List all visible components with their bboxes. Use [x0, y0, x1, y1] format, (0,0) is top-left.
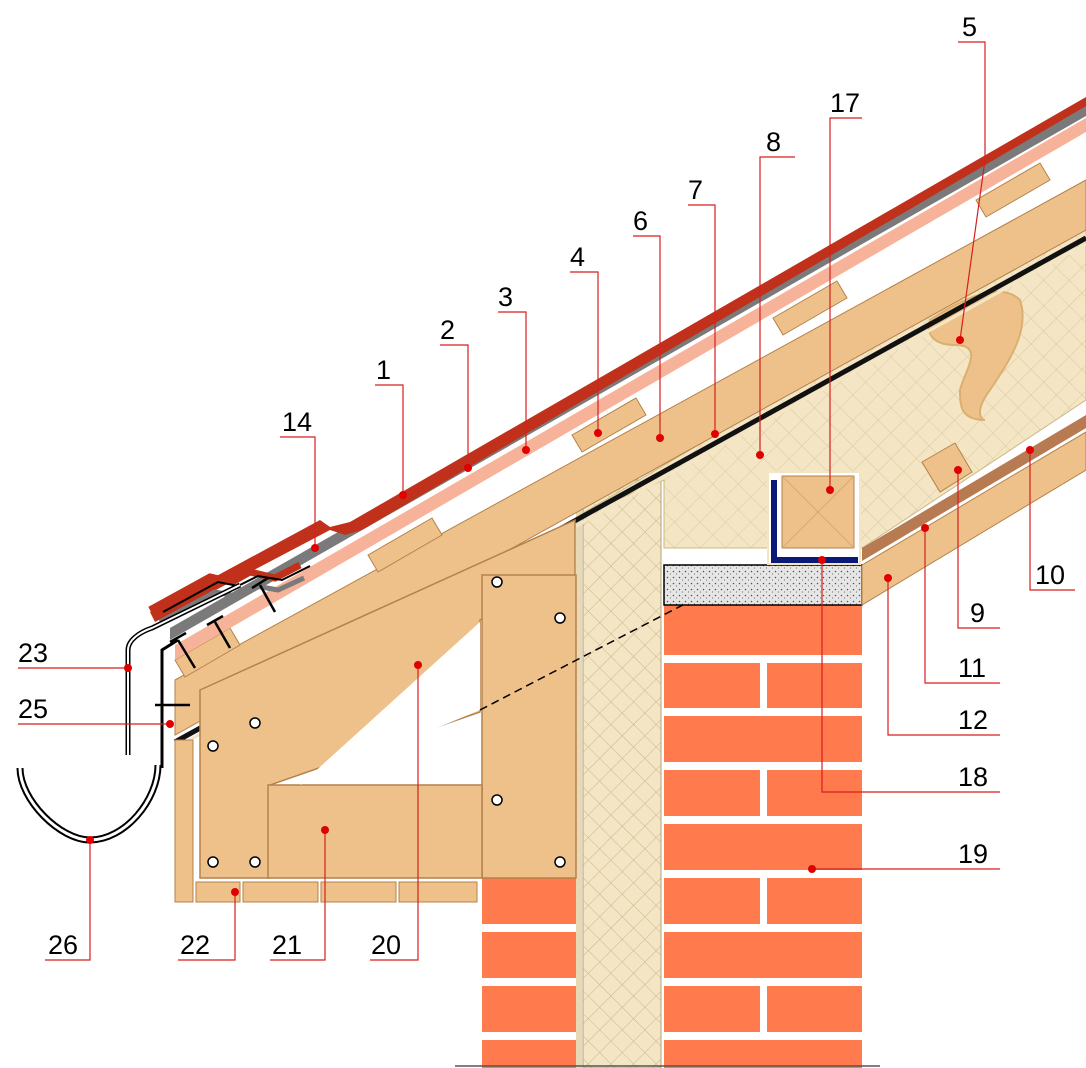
callout-label-7: 7 — [688, 175, 703, 205]
callout-label-22: 22 — [180, 930, 210, 960]
callout-8: 8 — [756, 127, 795, 459]
callout-label-19: 19 — [958, 839, 988, 869]
callout-17: 17 — [826, 88, 862, 494]
callout-label-1: 1 — [376, 355, 391, 385]
rafter — [174, 179, 1086, 736]
wall-insulation — [582, 479, 662, 1068]
callout-26: 26 — [45, 836, 94, 961]
callouts: 1 2 3 4 5 — [18, 12, 1075, 961]
callout-10: 10 — [1026, 446, 1075, 591]
nails — [155, 576, 277, 715]
callout-label-6: 6 — [633, 206, 648, 236]
ceiling-batten-block — [921, 442, 973, 493]
callout-label-17: 17 — [830, 88, 860, 118]
soffit-boards — [195, 881, 478, 903]
callout-label-25: 25 — [18, 694, 48, 724]
gutter — [16, 764, 162, 844]
truss-timber — [199, 518, 577, 879]
callout-label-11: 11 — [958, 653, 986, 683]
callout-22: 22 — [178, 888, 239, 961]
callout-12: 12 — [884, 574, 1000, 736]
underlay — [175, 118, 1086, 660]
truss-bolts — [207, 576, 566, 868]
callout-21: 21 — [270, 826, 329, 961]
callout-11: 11 — [921, 524, 1000, 684]
callout-label-9: 9 — [970, 598, 985, 628]
callout-5: 5 — [956, 12, 986, 344]
callout-2: 2 — [440, 315, 472, 472]
fascia-board — [174, 739, 194, 903]
callout-label-2: 2 — [440, 315, 455, 345]
callout-label-3: 3 — [498, 282, 513, 312]
brick-wall-inner — [482, 878, 576, 1068]
callout-label-12: 12 — [958, 705, 988, 735]
callout-label-5: 5 — [962, 12, 977, 42]
callout-25: 25 — [18, 694, 174, 728]
truss-void — [300, 622, 480, 785]
wall-plate — [767, 471, 861, 565]
callout-18: 18 — [818, 556, 1000, 793]
roof-covering — [150, 97, 1086, 622]
callout-label-4: 4 — [570, 242, 585, 272]
callout-14: 14 — [280, 407, 319, 552]
callout-label-21: 21 — [272, 930, 302, 960]
brick-wall-outer — [664, 605, 862, 1068]
callout-6: 6 — [633, 206, 664, 442]
callout-label-26: 26 — [48, 930, 78, 960]
callout-label-10: 10 — [1035, 560, 1065, 590]
callout-19: 19 — [808, 839, 1000, 873]
fascia-flashing — [160, 638, 179, 768]
callout-label-14: 14 — [282, 407, 312, 437]
callout-23: 23 — [18, 638, 132, 672]
insulation-compressed-blob — [927, 290, 1024, 421]
callout-4: 4 — [570, 242, 602, 437]
eaves-tile-step — [148, 561, 302, 614]
callout-7: 7 — [688, 175, 719, 438]
callout-label-20: 20 — [371, 930, 401, 960]
counter-battens — [174, 162, 1051, 678]
callout-3: 3 — [498, 282, 530, 454]
callout-1: 1 — [375, 355, 407, 499]
callout-label-23: 23 — [18, 638, 48, 668]
concrete-plate — [663, 564, 863, 606]
callout-label-18: 18 — [958, 762, 988, 792]
callout-20: 20 — [370, 661, 422, 961]
callout-9: 9 — [954, 466, 1000, 629]
callout-label-8: 8 — [766, 127, 781, 157]
